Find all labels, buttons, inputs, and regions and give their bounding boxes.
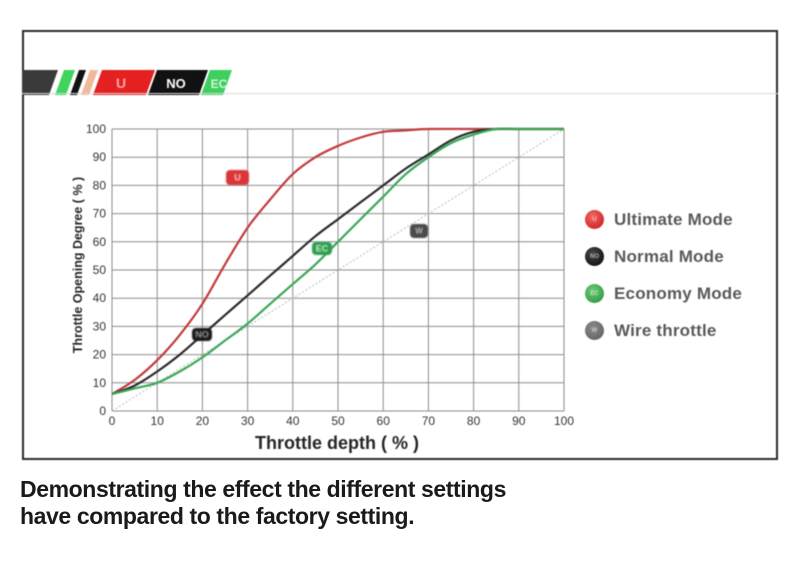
svg-text:10: 10 [93,376,107,390]
svg-text:40: 40 [93,291,107,305]
svg-text:0: 0 [109,414,116,428]
svg-text:40: 40 [286,414,300,428]
svg-text:80: 80 [467,414,481,428]
svg-text:0: 0 [99,404,106,418]
svg-text:EC: EC [211,77,228,91]
svg-text:U: U [234,173,241,183]
svg-text:60: 60 [93,235,107,249]
svg-text:90: 90 [93,150,107,164]
svg-text:30: 30 [93,319,107,333]
svg-text:50: 50 [331,414,345,428]
svg-text:Throttle Opening Degree ( % ): Throttle Opening Degree ( % ) [71,177,85,353]
svg-text:EC: EC [316,244,329,254]
svg-text:100: 100 [554,414,574,428]
svg-text:80: 80 [93,178,107,192]
svg-text:20: 20 [196,414,210,428]
svg-text:90: 90 [512,414,526,428]
svg-text:50: 50 [93,263,107,277]
svg-text:U: U [116,75,126,91]
svg-text:W: W [415,227,423,236]
svg-text:60: 60 [377,414,391,428]
svg-text:70: 70 [93,207,107,221]
svg-text:20: 20 [93,348,107,362]
svg-text:NO: NO [195,330,209,340]
svg-text:30: 30 [241,414,255,428]
svg-text:100: 100 [86,122,106,136]
svg-text:70: 70 [422,414,436,428]
svg-text:10: 10 [151,414,165,428]
svg-text:Throttle depth ( % ): Throttle depth ( % ) [255,433,419,453]
svg-text:NO: NO [166,76,186,91]
